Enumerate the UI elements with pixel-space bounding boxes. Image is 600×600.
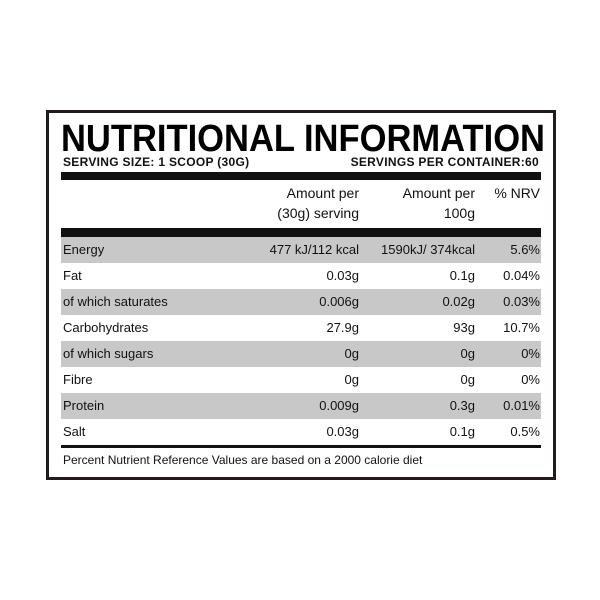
serving-size: SERVING SIZE: 1 SCOOP (30G)	[63, 155, 250, 169]
nutrient-value: 5.6%	[510, 242, 540, 257]
nutrient-name: of which saturates	[63, 294, 168, 309]
nutrient-value: 0.02g	[442, 294, 475, 309]
column-header: % NRV	[494, 183, 540, 203]
title: NUTRITIONAL INFORMATION	[61, 119, 545, 157]
table-row: of which sugars 0g 0g 0%	[61, 341, 541, 367]
nutrient-value: 0.1g	[449, 424, 475, 439]
nutrient-value: 0g	[344, 346, 359, 361]
nutrient-value: 477 kJ/112 kcal	[269, 242, 359, 257]
divider	[61, 228, 541, 237]
nutrient-name: Energy	[63, 242, 105, 257]
table-row: of which saturates 0.006g 0.02g 0.03%	[61, 289, 541, 315]
column-header: Amount per 100g	[403, 183, 475, 223]
column-header-line: % NRV	[494, 185, 540, 201]
table-row: Carbohydrates 27.9g 93g 10.7%	[61, 315, 541, 341]
nutrient-name: Carbohydrates	[63, 320, 149, 335]
column-header-line: (30g) serving	[277, 205, 359, 221]
nutrient-value: 0%	[521, 346, 540, 361]
nutrient-name: Fibre	[63, 372, 93, 387]
servings-per-container: SERVINGS PER CONTAINER:60	[350, 155, 539, 169]
table-row: Fat 0.03g 0.1g 0.04%	[61, 263, 541, 289]
nutrient-value: 0.3g	[449, 398, 475, 413]
column-header: Amount per (30g) serving	[277, 183, 359, 223]
nutrient-value: 0.03%	[503, 294, 540, 309]
nutrient-name: of which sugars	[63, 346, 154, 361]
nutrient-value: 0.04%	[503, 268, 540, 283]
footer-note: Percent Nutrient Reference Values are ba…	[63, 453, 423, 467]
nutrient-value: 0.5%	[510, 424, 540, 439]
nutrient-value: 0g	[344, 372, 359, 387]
nutrient-name: Fat	[63, 268, 82, 283]
nutrition-label: NUTRITIONAL INFORMATION SERVING SIZE: 1 …	[46, 110, 556, 480]
nutrient-value: 0g	[460, 372, 475, 387]
table-row: Protein 0.009g 0.3g 0.01%	[61, 393, 541, 419]
nutrient-value: 0.1g	[449, 268, 475, 283]
title-box: NUTRITIONAL INFORMATION	[61, 119, 545, 157]
nutrient-value: 0g	[460, 346, 475, 361]
nutrient-value: 1590kJ/ 374kcal	[381, 242, 475, 257]
nutrient-name: Protein	[63, 398, 105, 413]
nutrient-value: 0.006g	[319, 294, 359, 309]
nutrient-name: Salt	[63, 424, 86, 439]
nutrient-value: 0.009g	[319, 398, 359, 413]
column-header-line: 100g	[443, 205, 475, 221]
nutrient-value: 93g	[453, 320, 475, 335]
nutrient-value: 27.9g	[326, 320, 359, 335]
column-header-line: Amount per	[402, 185, 475, 201]
table-row: Energy 477 kJ/112 kcal 1590kJ/ 374kcal 5.6%	[61, 237, 541, 263]
nutrient-value: 0.01%	[503, 398, 540, 413]
table-row: Salt 0.03g 0.1g 0.5%	[61, 419, 541, 445]
nutrient-value: 0%	[521, 372, 540, 387]
nutrient-value: 10.7%	[503, 320, 540, 335]
divider	[61, 172, 541, 180]
column-header-line: Amount per	[286, 185, 359, 201]
nutrient-value: 0.03g	[326, 268, 359, 283]
table-row: Fibre 0g 0g 0%	[61, 367, 541, 393]
divider	[61, 445, 541, 448]
nutrient-value: 0.03g	[326, 424, 359, 439]
